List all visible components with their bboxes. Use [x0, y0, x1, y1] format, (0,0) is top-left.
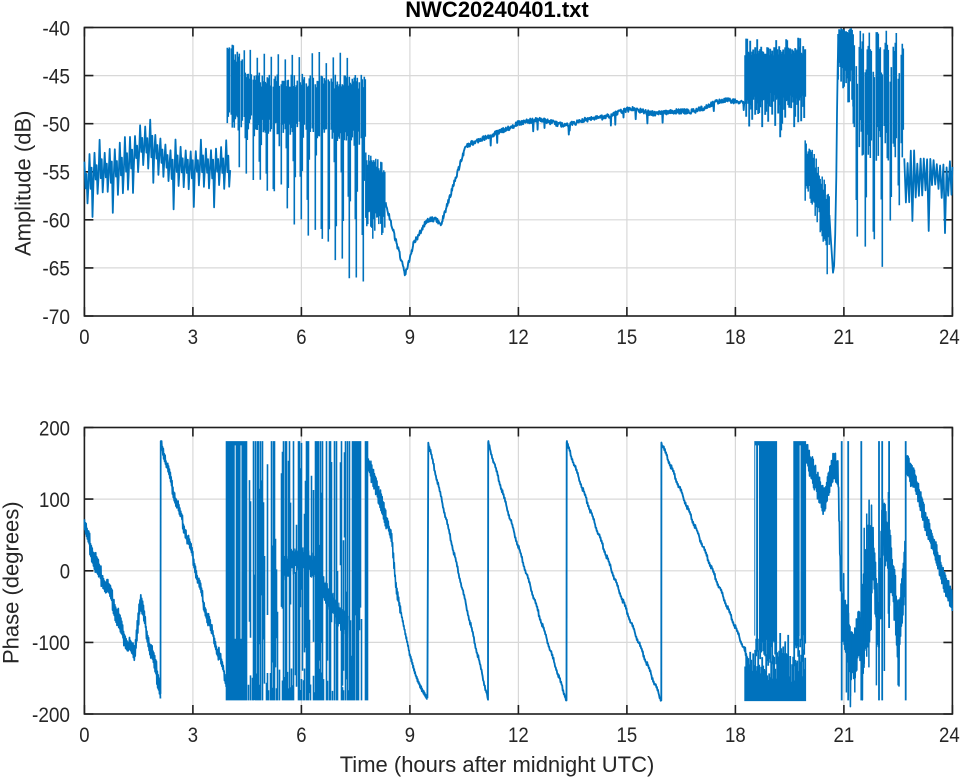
svg-text:18: 18: [725, 723, 746, 747]
svg-text:9: 9: [405, 325, 415, 349]
svg-text:15: 15: [617, 325, 638, 349]
svg-text:21: 21: [834, 723, 855, 747]
svg-text:3: 3: [188, 325, 198, 349]
svg-text:12: 12: [508, 723, 529, 747]
svg-text:-200: -200: [32, 703, 70, 727]
svg-text:Time (hours after midnight UTC: Time (hours after midnight UTC): [340, 752, 655, 777]
svg-text:0: 0: [79, 723, 89, 747]
svg-text:Amplitude (dB): Amplitude (dB): [11, 111, 36, 257]
svg-text:6: 6: [296, 723, 306, 747]
svg-text:-65: -65: [42, 257, 70, 281]
svg-text:200: 200: [39, 416, 70, 440]
svg-text:Phase (degrees): Phase (degrees): [0, 501, 24, 664]
svg-text:NWC20240401.txt: NWC20240401.txt: [405, 0, 589, 22]
svg-text:9: 9: [405, 723, 415, 747]
svg-text:-60: -60: [42, 209, 70, 233]
svg-text:-55: -55: [42, 161, 70, 185]
svg-text:24: 24: [939, 325, 960, 349]
svg-text:15: 15: [617, 723, 638, 747]
svg-text:-40: -40: [42, 16, 70, 40]
svg-text:-45: -45: [42, 64, 70, 88]
svg-text:21: 21: [834, 325, 855, 349]
svg-text:18: 18: [725, 325, 746, 349]
svg-text:0: 0: [79, 325, 89, 349]
svg-text:12: 12: [508, 325, 529, 349]
svg-text:3: 3: [188, 723, 198, 747]
svg-text:-50: -50: [42, 113, 70, 137]
svg-text:0: 0: [60, 560, 70, 584]
svg-text:-100: -100: [32, 631, 70, 655]
svg-text:24: 24: [939, 723, 960, 747]
svg-text:100: 100: [39, 488, 70, 512]
svg-text:-70: -70: [42, 305, 70, 329]
svg-text:6: 6: [296, 325, 306, 349]
